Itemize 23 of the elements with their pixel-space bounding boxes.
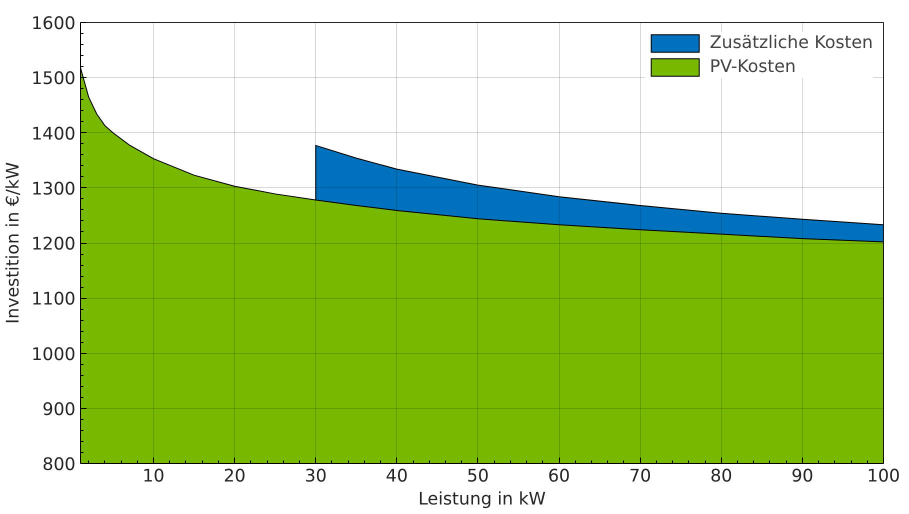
y-tick-label: 800 bbox=[42, 455, 76, 475]
y-tick-label: 1200 bbox=[31, 234, 76, 254]
y-tick-label: 900 bbox=[42, 400, 76, 420]
x-tick-label: 10 bbox=[142, 466, 165, 486]
legend-label: Zusätzliche Kosten bbox=[710, 33, 873, 53]
x-tick-label: 40 bbox=[386, 466, 408, 486]
y-tick-label: 1600 bbox=[31, 14, 76, 34]
x-tick-label: 50 bbox=[466, 466, 489, 486]
x-tick-label: 30 bbox=[304, 466, 327, 486]
y-tick-label: 1300 bbox=[31, 179, 76, 200]
y-tick-label: 1400 bbox=[31, 124, 76, 144]
x-tick-label: 20 bbox=[224, 466, 246, 486]
x-tick-label: 100 bbox=[866, 466, 900, 486]
legend-label: PV-Kosten bbox=[710, 57, 796, 77]
x-tick-label: 80 bbox=[710, 466, 732, 486]
x-tick-label: 90 bbox=[791, 466, 814, 486]
x-tick-label: 60 bbox=[548, 466, 570, 486]
y-tick-label: 1500 bbox=[31, 69, 76, 90]
y-tick-label: 1000 bbox=[31, 344, 76, 365]
y-axis-title: Investition in €/kW bbox=[3, 162, 24, 324]
x-tick-label: 70 bbox=[629, 466, 652, 486]
y-tick-label: 1100 bbox=[31, 290, 76, 310]
x-axis-title: Leistung in kW bbox=[418, 490, 546, 510]
